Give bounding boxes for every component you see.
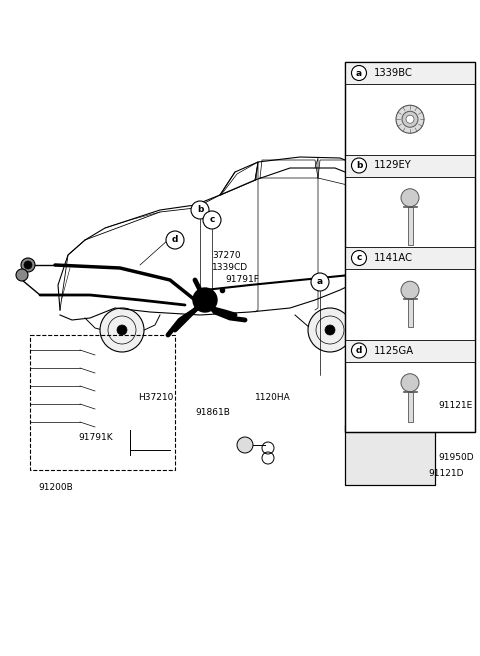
Text: 1120HA: 1120HA xyxy=(255,393,291,402)
Bar xyxy=(345,340,475,361)
Text: 91200B: 91200B xyxy=(38,483,73,492)
Text: 1125GA: 1125GA xyxy=(374,346,414,356)
Text: 91121D: 91121D xyxy=(428,469,464,478)
Bar xyxy=(30,335,175,470)
Text: 37270: 37270 xyxy=(212,251,240,260)
Circle shape xyxy=(166,231,184,249)
Bar xyxy=(345,425,435,485)
Circle shape xyxy=(100,308,144,352)
Text: H37210: H37210 xyxy=(138,393,173,402)
Bar xyxy=(345,247,475,269)
Circle shape xyxy=(24,261,32,269)
Text: d: d xyxy=(172,236,178,245)
Text: b: b xyxy=(356,161,362,170)
Bar xyxy=(345,155,475,176)
Circle shape xyxy=(237,437,253,453)
Text: 1339CD: 1339CD xyxy=(212,263,248,272)
Circle shape xyxy=(351,66,367,81)
Circle shape xyxy=(21,258,35,272)
Text: c: c xyxy=(356,253,362,262)
Text: 1339BC: 1339BC xyxy=(374,68,413,78)
Circle shape xyxy=(16,269,28,281)
Circle shape xyxy=(308,308,352,352)
Circle shape xyxy=(193,288,217,312)
Circle shape xyxy=(311,273,329,291)
Bar xyxy=(345,425,435,485)
Circle shape xyxy=(203,211,221,229)
Text: d: d xyxy=(356,346,362,355)
Circle shape xyxy=(401,374,419,392)
Circle shape xyxy=(402,112,418,127)
Circle shape xyxy=(396,105,424,133)
Circle shape xyxy=(401,281,419,299)
Bar xyxy=(345,62,475,432)
Text: 91950D: 91950D xyxy=(438,453,474,462)
Text: 1129EY: 1129EY xyxy=(374,161,412,171)
Text: 91791F: 91791F xyxy=(225,275,259,284)
Bar xyxy=(345,62,475,84)
Text: c: c xyxy=(209,216,215,224)
Bar xyxy=(408,392,412,422)
Text: b: b xyxy=(197,205,203,215)
Bar xyxy=(350,370,430,420)
Text: 91791K: 91791K xyxy=(78,433,113,442)
Text: 1141AC: 1141AC xyxy=(374,253,413,263)
Circle shape xyxy=(401,189,419,207)
Text: a: a xyxy=(317,277,323,287)
Bar xyxy=(408,299,412,327)
Text: 91121E: 91121E xyxy=(438,401,472,410)
Circle shape xyxy=(351,251,367,266)
Text: a: a xyxy=(356,68,362,77)
Circle shape xyxy=(117,325,127,335)
Circle shape xyxy=(325,325,335,335)
Circle shape xyxy=(351,158,367,173)
Text: 91861B: 91861B xyxy=(195,408,230,417)
Circle shape xyxy=(351,343,367,358)
Circle shape xyxy=(191,201,209,219)
Bar xyxy=(350,370,430,420)
Bar xyxy=(345,62,475,432)
Bar xyxy=(408,207,412,245)
Circle shape xyxy=(406,115,414,123)
